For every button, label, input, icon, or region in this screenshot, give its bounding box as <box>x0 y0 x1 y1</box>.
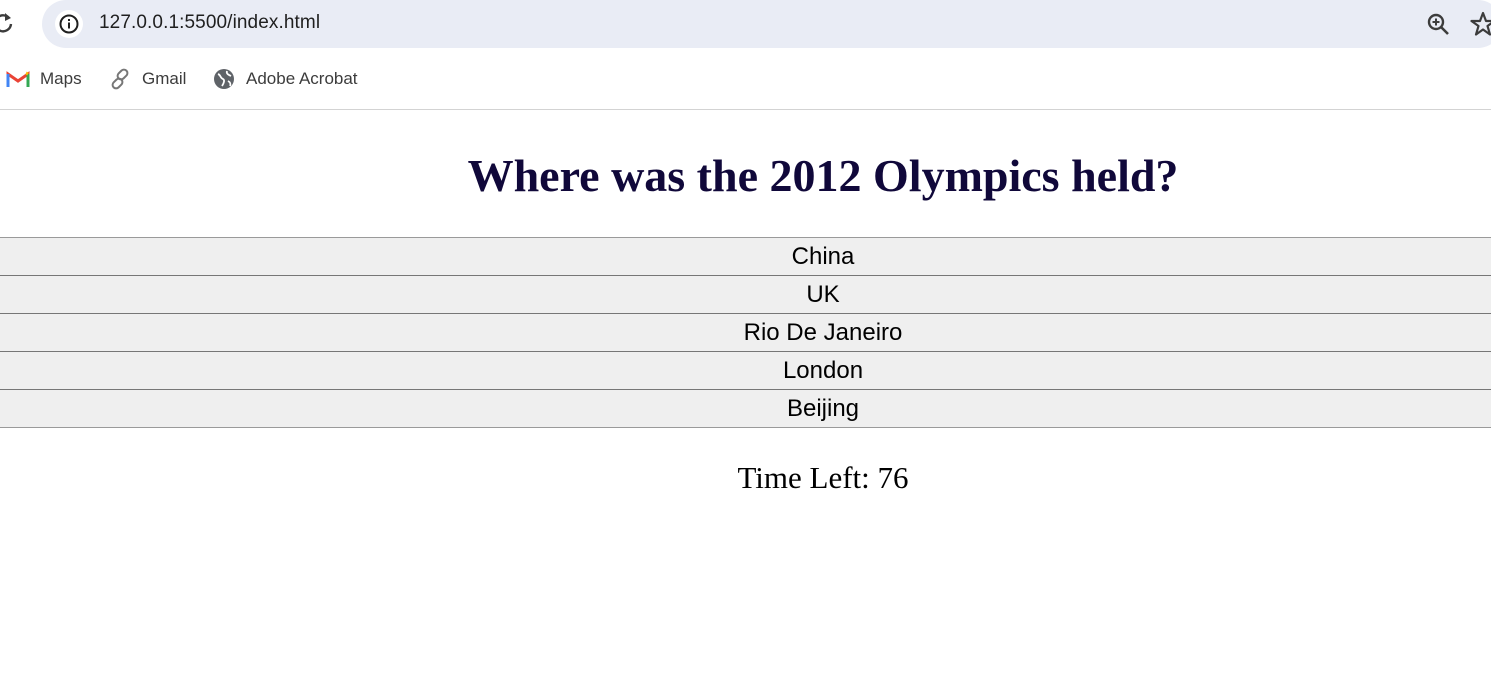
globe-icon <box>212 67 236 91</box>
link-icon <box>108 67 132 91</box>
answer-list: China UK Rio De Janeiro London Beijing <box>0 237 1491 428</box>
bookmark-gmail[interactable]: Gmail <box>108 66 186 92</box>
quiz-page: Where was the 2012 Olympics held? China … <box>0 111 1491 673</box>
bookmark-label: Adobe Acrobat <box>246 69 358 88</box>
answer-button-uk[interactable]: UK <box>0 275 1491 314</box>
question-heading: Where was the 2012 Olympics held? <box>467 150 1179 201</box>
time-left-label: Time Left: 76 <box>737 460 909 495</box>
answer-button-beijing[interactable]: Beijing <box>0 389 1491 428</box>
bookmark-label: Maps <box>40 69 82 88</box>
answer-button-london[interactable]: London <box>0 351 1491 390</box>
answer-button-china[interactable]: China <box>0 237 1491 276</box>
bookmark-star-icon[interactable] <box>1470 11 1491 37</box>
gmail-m-icon <box>6 67 30 91</box>
site-info-icon[interactable] <box>55 10 83 38</box>
browser-chrome: 127.0.0.1:5500/index.html Ma <box>0 0 1491 110</box>
zoom-icon[interactable] <box>1426 12 1450 36</box>
bookmark-maps[interactable]: Maps <box>6 66 82 92</box>
reload-icon[interactable] <box>0 10 14 36</box>
answer-button-rio-de-janeiro[interactable]: Rio De Janeiro <box>0 313 1491 352</box>
bookmark-adobe-acrobat[interactable]: Adobe Acrobat <box>212 66 358 92</box>
address-bar[interactable]: 127.0.0.1:5500/index.html <box>42 0 1491 48</box>
bookmark-label: Gmail <box>142 69 187 88</box>
browser-toolbar: 127.0.0.1:5500/index.html <box>0 0 1491 50</box>
bookmarks-bar: Maps Gmail Adobe Acrobat <box>0 56 1491 100</box>
url-text[interactable]: 127.0.0.1:5500/index.html <box>99 12 321 33</box>
